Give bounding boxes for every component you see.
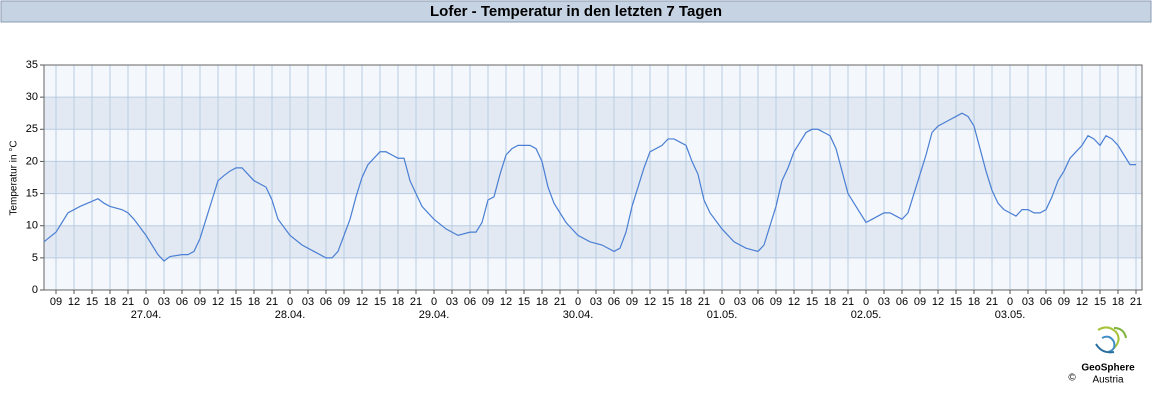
date-label: 03.05. bbox=[995, 309, 1026, 321]
logo-sub: Austria bbox=[1092, 375, 1124, 386]
x-tick-label: 06 bbox=[608, 296, 620, 308]
plot-band bbox=[44, 225, 1142, 258]
x-tick-label: 12 bbox=[68, 296, 80, 308]
x-tick-label: 09 bbox=[50, 296, 62, 308]
temperature-line bbox=[43, 112, 1136, 262]
x-tick-label: 18 bbox=[392, 296, 404, 308]
x-tick-label: 0 bbox=[719, 296, 725, 308]
date-label: 29.04. bbox=[419, 309, 450, 321]
x-tick-label: 03 bbox=[1022, 296, 1034, 308]
x-tick-label: 06 bbox=[896, 296, 908, 308]
x-tick-label: 03 bbox=[734, 296, 746, 308]
x-tick-label: 21 bbox=[554, 296, 566, 308]
x-tick-label: 15 bbox=[86, 296, 98, 308]
x-tick-label: 03 bbox=[446, 296, 458, 308]
header-bar bbox=[0, 0, 1152, 23]
x-tick-label: 12 bbox=[788, 296, 800, 308]
x-tick-label: 21 bbox=[842, 296, 854, 308]
y-tick-label: 30 bbox=[26, 91, 38, 103]
x-tick-label: 12 bbox=[356, 296, 368, 308]
x-tick-label: 06 bbox=[176, 296, 188, 308]
y-tick-label: 5 bbox=[32, 252, 38, 264]
x-tick-label: 12 bbox=[1076, 296, 1088, 308]
x-tick-label: 18 bbox=[248, 296, 260, 308]
x-tick-label: 18 bbox=[824, 296, 836, 308]
date-label: 27.04. bbox=[131, 309, 162, 321]
y-tick-label: 20 bbox=[26, 155, 38, 167]
x-tick-label: 0 bbox=[575, 296, 581, 308]
x-tick-label: 21 bbox=[1130, 296, 1142, 308]
x-tick-label: 0 bbox=[1007, 296, 1013, 308]
logo-copyright: © bbox=[1068, 373, 1076, 384]
x-tick-label: 03 bbox=[158, 296, 170, 308]
chart-title: Lofer - Temperatur in den letzten 7 Tage… bbox=[430, 3, 722, 20]
x-tick-label: 15 bbox=[806, 296, 818, 308]
x-tick-label: 09 bbox=[626, 296, 638, 308]
x-tick-label: 21 bbox=[698, 296, 710, 308]
x-tick-label: 09 bbox=[1058, 296, 1070, 308]
x-tick-label: 03 bbox=[590, 296, 602, 308]
y-tick-label: 15 bbox=[26, 187, 38, 199]
y-tick-label: 10 bbox=[26, 220, 38, 232]
x-tick-label: 06 bbox=[320, 296, 332, 308]
plot-border bbox=[43, 64, 1143, 291]
x-tick-label: 15 bbox=[1094, 296, 1106, 308]
logo-name: GeoSphere bbox=[1081, 363, 1135, 374]
x-tick-label: 09 bbox=[914, 296, 926, 308]
date-label: 28.04. bbox=[275, 309, 306, 321]
x-tick-label: 21 bbox=[410, 296, 422, 308]
x-tick-label: 0 bbox=[143, 296, 149, 308]
x-tick-label: 06 bbox=[752, 296, 764, 308]
y-tick-label: 35 bbox=[26, 59, 38, 71]
x-tick-label: 15 bbox=[230, 296, 242, 308]
y-tick-label: 0 bbox=[32, 284, 38, 296]
x-tick-label: 18 bbox=[536, 296, 548, 308]
x-tick-label: 12 bbox=[644, 296, 656, 308]
x-tick-label: 09 bbox=[338, 296, 350, 308]
x-tick-label: 21 bbox=[266, 296, 278, 308]
x-tick-label: 12 bbox=[212, 296, 224, 308]
x-tick-label: 0 bbox=[863, 296, 869, 308]
x-tick-label: 09 bbox=[482, 296, 494, 308]
x-tick-label: 12 bbox=[500, 296, 512, 308]
x-tick-label: 15 bbox=[374, 296, 386, 308]
x-tick-label: 18 bbox=[1112, 296, 1124, 308]
x-tick-label: 18 bbox=[680, 296, 692, 308]
logo-icon bbox=[1095, 326, 1127, 354]
x-tick-label: 0 bbox=[431, 296, 437, 308]
x-tick-label: 15 bbox=[518, 296, 530, 308]
y-tick-label: 25 bbox=[26, 123, 38, 135]
plot-band bbox=[44, 161, 1142, 194]
x-tick-label: 21 bbox=[986, 296, 998, 308]
x-tick-label: 18 bbox=[968, 296, 980, 308]
x-tick-label: 0 bbox=[287, 296, 293, 308]
x-tick-label: 12 bbox=[932, 296, 944, 308]
x-tick-label: 15 bbox=[662, 296, 674, 308]
x-tick-label: 18 bbox=[104, 296, 116, 308]
x-tick-label: 09 bbox=[770, 296, 782, 308]
x-tick-label: 09 bbox=[194, 296, 206, 308]
x-tick-label: 06 bbox=[1040, 296, 1052, 308]
date-label: 02.05. bbox=[851, 309, 882, 321]
plot-band bbox=[44, 97, 1142, 130]
x-tick-label: 21 bbox=[122, 296, 134, 308]
x-tick-label: 15 bbox=[950, 296, 962, 308]
x-tick-label: 03 bbox=[302, 296, 314, 308]
x-tick-label: 06 bbox=[464, 296, 476, 308]
date-label: 30.04. bbox=[563, 309, 594, 321]
y-axis-label: Temperatur in °C bbox=[9, 140, 20, 215]
x-tick-label: 03 bbox=[878, 296, 890, 308]
date-label: 01.05. bbox=[707, 309, 738, 321]
